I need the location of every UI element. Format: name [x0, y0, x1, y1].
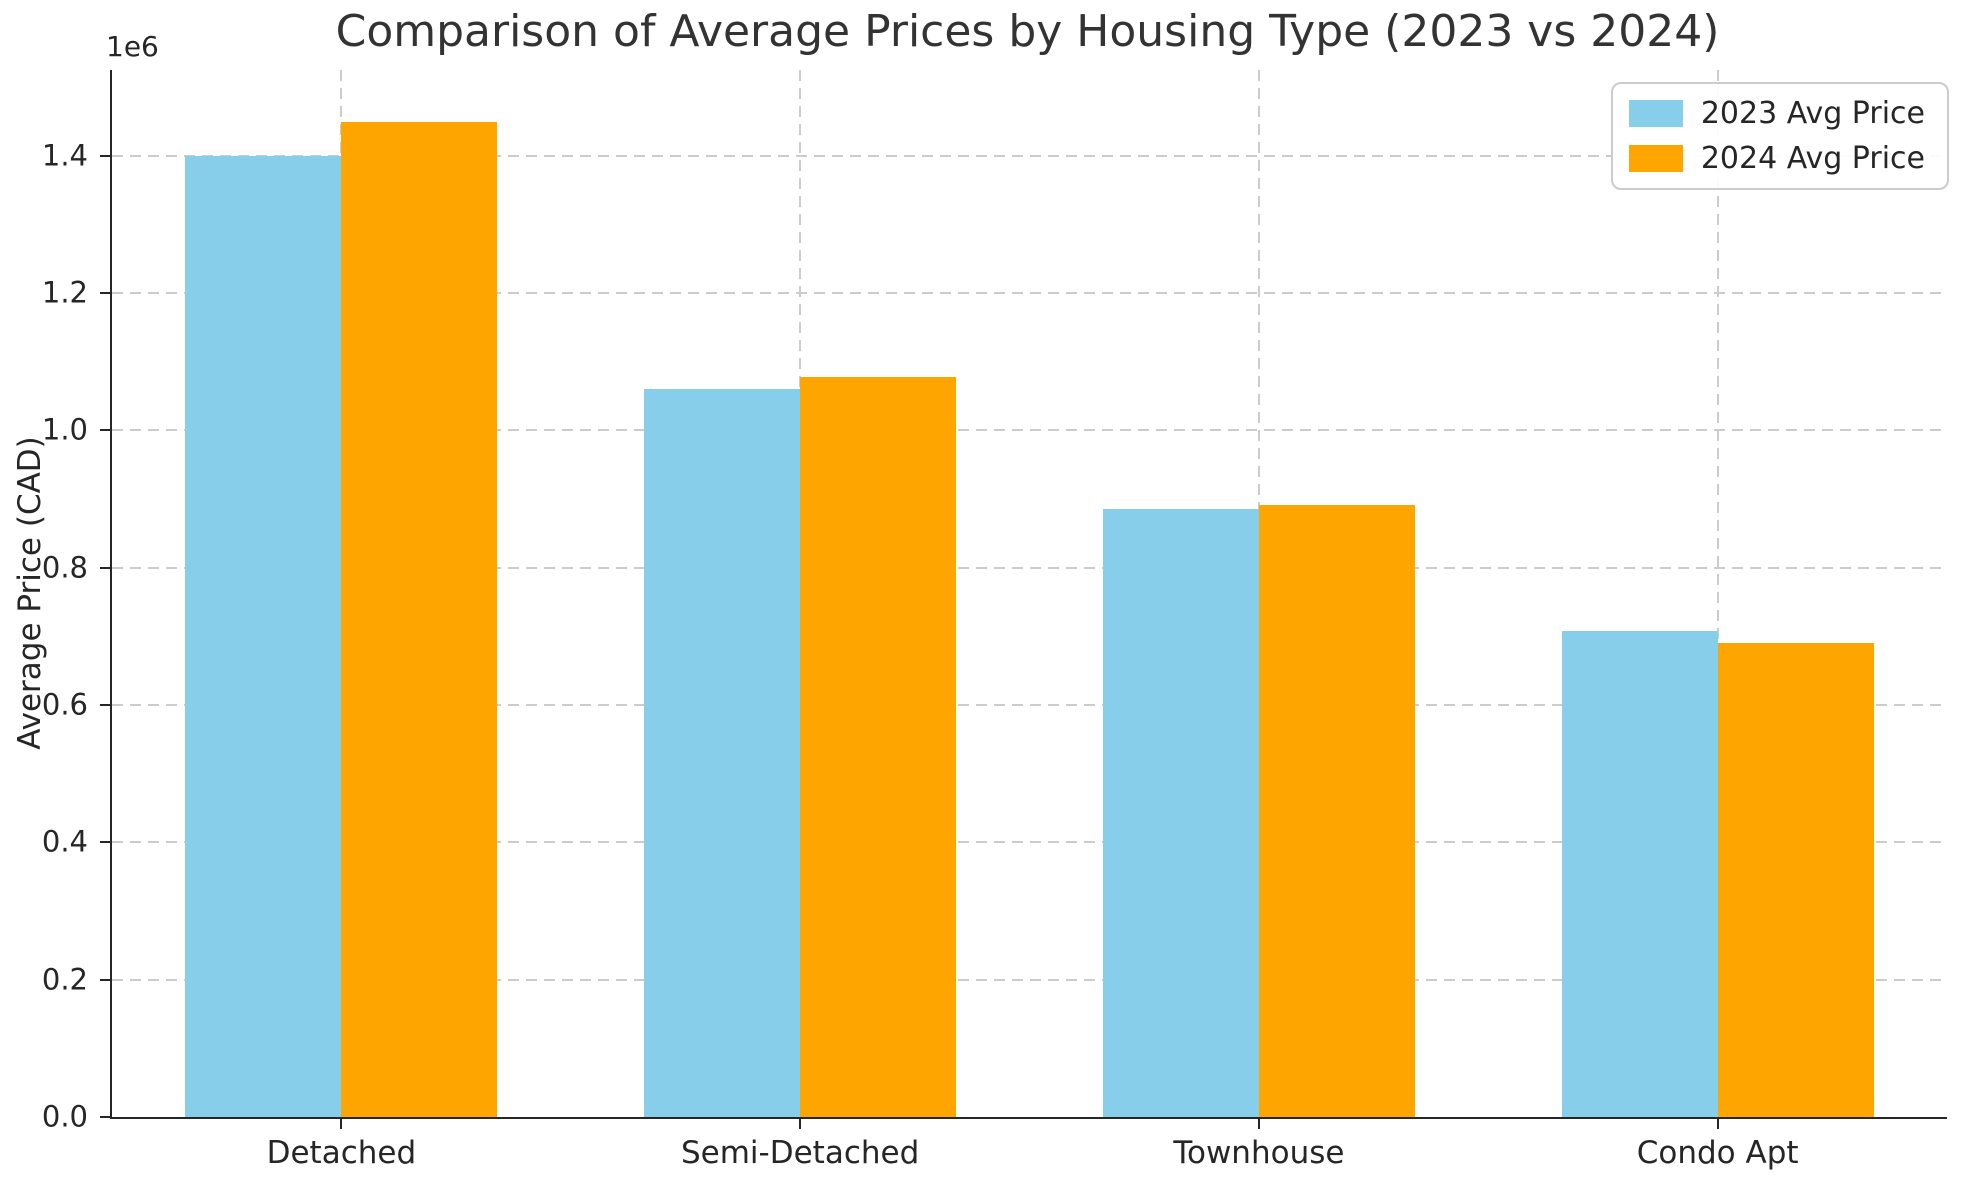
y-tick-label: 0.6	[41, 687, 88, 722]
bar	[1717, 643, 1874, 1117]
x-tick-label: Condo Apt	[1636, 1135, 1799, 1171]
legend-label: 2023 Avg Price	[1700, 96, 1925, 131]
y-tick-mark	[100, 429, 112, 432]
y-tick-label: 1.4	[41, 138, 88, 173]
x-tick-mark	[1257, 1119, 1260, 1129]
legend: 2023 Avg Price 2024 Avg Price	[1610, 82, 1949, 190]
bar	[341, 121, 498, 1117]
y-tick-label: 0.0	[41, 1099, 88, 1134]
y-tick-mark	[100, 566, 112, 569]
legend-color-swatch	[1628, 145, 1683, 172]
y-tick-mark	[100, 841, 112, 844]
y-tick-label: 0.4	[41, 824, 88, 859]
y-tick-mark	[100, 704, 112, 707]
x-tick-label: Semi-Detached	[680, 1135, 920, 1171]
y-tick-mark	[100, 978, 112, 981]
y-tick-label: 1.0	[41, 412, 88, 447]
y-tick-label: 0.8	[41, 550, 88, 585]
bar	[644, 389, 801, 1117]
y-tick-label: 1.2	[41, 275, 88, 310]
x-tick-label: Detached	[266, 1135, 417, 1171]
bar	[800, 376, 957, 1117]
chart-title: Comparison of Average Prices by Housing …	[335, 6, 1720, 57]
y-tick-label: 0.2	[41, 962, 88, 997]
bar	[1258, 504, 1415, 1117]
x-tick-mark	[799, 1119, 802, 1129]
y-axis-offset-label: 1e6	[106, 30, 159, 63]
legend-color-swatch	[1628, 100, 1683, 127]
bar	[1102, 509, 1259, 1117]
y-tick-mark	[100, 292, 112, 295]
x-tick-label: Townhouse	[1173, 1135, 1345, 1171]
x-tick-mark	[1716, 1119, 1719, 1129]
x-tick-mark	[340, 1119, 343, 1129]
bar	[185, 155, 342, 1117]
legend-item: 2024 Avg Price	[1628, 141, 1925, 176]
y-tick-mark	[100, 1116, 112, 1118]
legend-item: 2023 Avg Price	[1628, 96, 1925, 131]
bar	[1561, 630, 1718, 1117]
y-tick-mark	[100, 154, 112, 157]
legend-label: 2024 Avg Price	[1700, 141, 1925, 176]
plot-area: 0.0 0.2 0.4 0.6 0.8 1.0 1.2 1.4 Detached Semi-Det…	[42, 70, 1947, 1171]
